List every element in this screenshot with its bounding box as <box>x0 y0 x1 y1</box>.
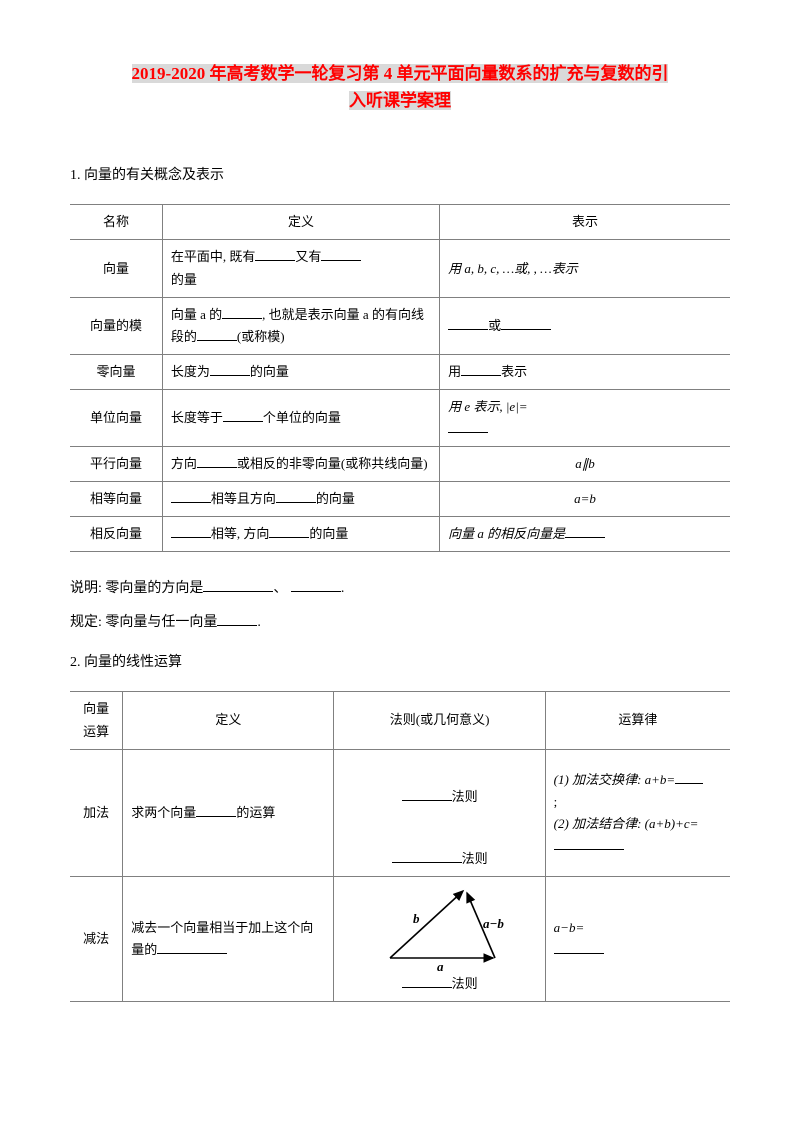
blank-field <box>565 525 605 538</box>
row-name: 相反向量 <box>70 517 162 552</box>
op-law: a−b= <box>545 876 730 1001</box>
concepts-table: 名称 定义 表示 向量 在平面中, 既有又有的量 用 a, b, c, …或, … <box>70 204 730 552</box>
svg-text:a−b: a−b <box>483 916 504 931</box>
header-law: 运算律 <box>545 692 730 749</box>
table-row: 相反向量 相等, 方向的向量 向量 a 的相反向量是 <box>70 517 730 552</box>
note-2: 规定: 零向量与任一向量. <box>70 611 730 631</box>
header-op: 向量运算 <box>70 692 123 749</box>
blank-field <box>392 850 462 863</box>
title-line-2: 入听课学案理 <box>349 91 451 110</box>
blank-field <box>255 248 295 261</box>
row-name: 单位向量 <box>70 389 162 446</box>
header-name: 名称 <box>70 205 162 240</box>
row-repr: a∥b <box>440 447 730 482</box>
row-repr: 用表示 <box>440 354 730 389</box>
blank-field <box>461 363 501 376</box>
triangle-diagram: b a−b a <box>365 883 515 973</box>
section-1-heading: 1. 向量的有关概念及表示 <box>70 164 730 184</box>
row-repr: 向量 a 的相反向量是 <box>440 517 730 552</box>
row-repr: 用 e 表示, |e|= <box>440 389 730 446</box>
table-header-row: 向量运算 定义 法则(或几何意义) 运算律 <box>70 692 730 749</box>
svg-text:a: a <box>437 959 444 973</box>
table-header-row: 名称 定义 表示 <box>70 205 730 240</box>
blank-field <box>171 525 211 538</box>
blank-field <box>402 788 452 801</box>
op-law: (1) 加法交换律: a+b=; (2) 加法结合律: (a+b)+c= <box>545 749 730 876</box>
header-rule: 法则(或几何意义) <box>334 692 545 749</box>
blank-field <box>269 525 309 538</box>
header-def: 定义 <box>123 692 334 749</box>
row-definition: 在平面中, 既有又有的量 <box>162 240 439 297</box>
blank-field <box>448 420 488 433</box>
table-row: 单位向量 长度等于个单位的向量 用 e 表示, |e|= <box>70 389 730 446</box>
title-line-1: 2019-2020 年高考数学一轮复习第 4 单元平面向量数系的扩充与复数的引 <box>132 64 669 83</box>
op-rule: b a−b a 法则 <box>334 876 545 1001</box>
note-1: 说明: 零向量的方向是、 . <box>70 577 730 597</box>
blank-field <box>321 248 361 261</box>
blank-field <box>171 490 211 503</box>
operations-table: 向量运算 定义 法则(或几何意义) 运算律 加法 求两个向量的运算 法则 法则 … <box>70 691 730 1001</box>
blank-field <box>197 328 237 341</box>
blank-field <box>203 578 273 592</box>
table-row: 向量 在平面中, 既有又有的量 用 a, b, c, …或, , …表示 <box>70 240 730 297</box>
op-rule: 法则 法则 <box>334 749 545 876</box>
table-row-addition: 加法 求两个向量的运算 法则 法则 (1) 加法交换律: a+b=; (2) 加… <box>70 749 730 876</box>
document-title: 2019-2020 年高考数学一轮复习第 4 单元平面向量数系的扩充与复数的引 … <box>70 60 730 114</box>
blank-field <box>222 306 262 319</box>
blank-field <box>276 490 316 503</box>
blank-field <box>197 455 237 468</box>
blank-field <box>210 363 250 376</box>
row-name: 零向量 <box>70 354 162 389</box>
blank-field <box>501 317 551 330</box>
table-row: 相等向量 相等且方向的向量 a=b <box>70 482 730 517</box>
op-def: 求两个向量的运算 <box>123 749 334 876</box>
row-definition: 相等, 方向的向量 <box>162 517 439 552</box>
blank-field <box>675 771 703 784</box>
row-name: 向量 <box>70 240 162 297</box>
row-definition: 长度等于个单位的向量 <box>162 389 439 446</box>
row-name: 平行向量 <box>70 447 162 482</box>
header-representation: 表示 <box>440 205 730 240</box>
row-repr: a=b <box>440 482 730 517</box>
row-definition: 长度为的向量 <box>162 354 439 389</box>
blank-field <box>554 941 604 954</box>
row-repr: 用 a, b, c, …或, , …表示 <box>440 240 730 297</box>
op-name: 加法 <box>70 749 123 876</box>
op-def: 减去一个向量相当于加上这个向量的 <box>123 876 334 1001</box>
blank-field <box>157 941 227 954</box>
op-name: 减法 <box>70 876 123 1001</box>
row-definition: 相等且方向的向量 <box>162 482 439 517</box>
row-name: 向量的模 <box>70 297 162 354</box>
table-row: 零向量 长度为的向量 用表示 <box>70 354 730 389</box>
blank-field <box>217 612 257 626</box>
svg-text:b: b <box>413 911 420 926</box>
blank-field <box>448 317 488 330</box>
document-page: 2019-2020 年高考数学一轮复习第 4 单元平面向量数系的扩充与复数的引 … <box>0 0 800 1067</box>
blank-field <box>402 975 452 988</box>
row-repr: 或 <box>440 297 730 354</box>
header-definition: 定义 <box>162 205 439 240</box>
blank-field <box>223 409 263 422</box>
row-definition: 方向或相反的非零向量(或称共线向量) <box>162 447 439 482</box>
row-name: 相等向量 <box>70 482 162 517</box>
blank-field <box>554 837 624 850</box>
table-row: 平行向量 方向或相反的非零向量(或称共线向量) a∥b <box>70 447 730 482</box>
table-row: 向量的模 向量 a 的, 也就是表示向量 a 的有向线段的(或称模) 或 <box>70 297 730 354</box>
blank-field <box>196 804 236 817</box>
section-2-heading: 2. 向量的线性运算 <box>70 651 730 671</box>
row-definition: 向量 a 的, 也就是表示向量 a 的有向线段的(或称模) <box>162 297 439 354</box>
table-row-subtraction: 减法 减去一个向量相当于加上这个向量的 b a−b a <box>70 876 730 1001</box>
blank-field <box>291 578 341 592</box>
